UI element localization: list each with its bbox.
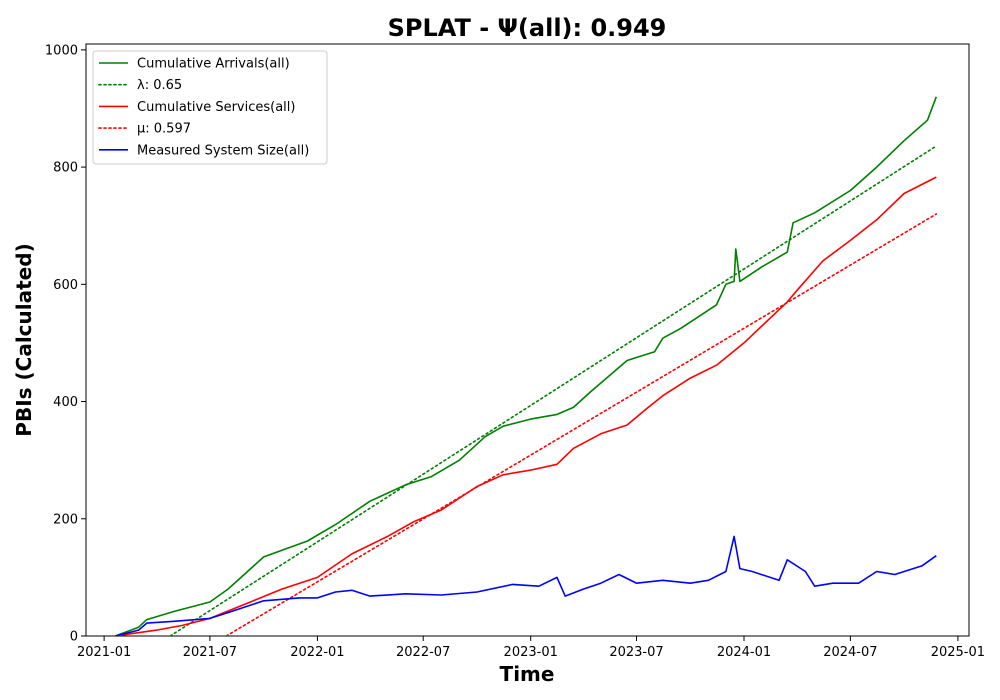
legend-label: μ: 0.597 <box>137 122 191 137</box>
series-line-1 <box>169 145 938 636</box>
series-line-2 <box>115 176 937 636</box>
series-line-3 <box>225 213 938 636</box>
x-tick-label: 2025-01 <box>931 645 985 660</box>
x-axis-label: Time <box>500 662 555 686</box>
x-tick-label: 2021-01 <box>77 645 131 660</box>
y-axis-ticks: 0 200 400 600 800 1000 <box>45 43 86 645</box>
y-tick-label: 800 <box>53 161 78 176</box>
x-tick-label: 2023-07 <box>609 645 663 660</box>
y-axis-label: PBIs (Calculated) <box>12 243 36 436</box>
x-tick-label: 2024-07 <box>823 645 877 660</box>
x-tick-label: 2024-01 <box>717 645 771 660</box>
x-tick-label: 2022-01 <box>290 645 344 660</box>
chart-title: SPLAT - Ψ(all): 0.949 <box>388 14 667 42</box>
legend-box <box>92 50 328 165</box>
x-tick-label: 2022-07 <box>396 645 450 660</box>
y-tick-label: 1000 <box>45 43 78 58</box>
y-tick-label: 600 <box>53 278 78 293</box>
y-tick-label: 400 <box>53 395 78 410</box>
x-axis-ticks: 2021-01 2021-07 2022-01 2022-07 2023-01 2023-… <box>77 636 985 660</box>
x-tick-label: 2023-01 <box>504 645 558 660</box>
series-layer <box>114 96 938 636</box>
legend-label: Measured System Size(all) <box>137 143 309 158</box>
series-line-4 <box>115 535 937 636</box>
legend: Cumulative Arrivals(all) λ: 0.65 Cumulativ… <box>92 50 328 165</box>
y-tick-label: 200 <box>53 512 78 527</box>
plot-frame <box>85 43 970 637</box>
series-line-0 <box>114 96 938 636</box>
legend-label: Cumulative Services(all) <box>137 100 295 115</box>
y-tick-label: 0 <box>70 630 78 645</box>
legend-label: Cumulative Arrivals(all) <box>137 57 290 72</box>
x-tick-label: 2021-07 <box>183 645 237 660</box>
legend-label: λ: 0.65 <box>137 78 182 93</box>
